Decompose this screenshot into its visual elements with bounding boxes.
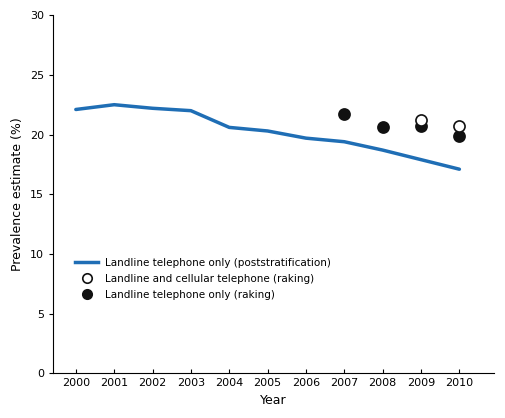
Point xyxy=(456,123,464,130)
X-axis label: Year: Year xyxy=(260,394,287,407)
Point xyxy=(340,111,348,117)
Legend: Landline telephone only (poststratification), Landline and cellular telephone (r: Landline telephone only (poststratificat… xyxy=(71,254,335,304)
Point xyxy=(417,123,425,130)
Point xyxy=(417,117,425,124)
Y-axis label: Prevalence estimate (%): Prevalence estimate (%) xyxy=(11,117,24,271)
Point xyxy=(379,124,387,131)
Point xyxy=(456,133,464,139)
